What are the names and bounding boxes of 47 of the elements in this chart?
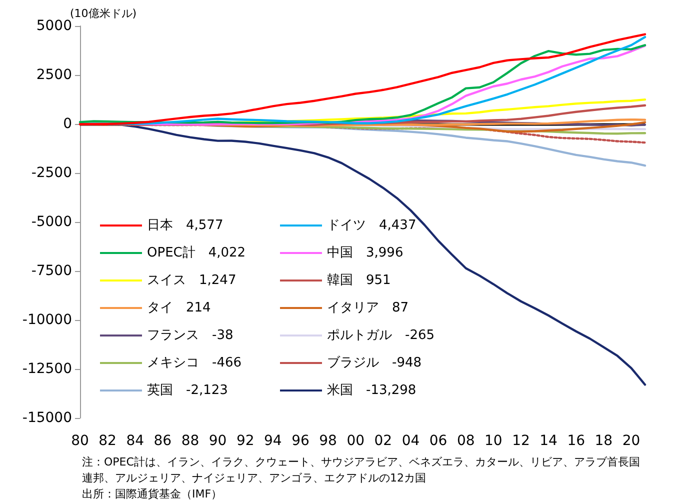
legend-label: ブラジル -948 <box>327 356 422 370</box>
legend-label: スイス 1,247 <box>147 273 236 288</box>
x-tick-label: 98 <box>319 433 337 449</box>
y-tick-label: -2500 <box>31 165 72 181</box>
y-axis-title: (10億米ドル) <box>70 7 137 20</box>
legend-label: 英国 -2,123 <box>147 383 228 398</box>
y-tick-label: -7500 <box>31 263 72 279</box>
x-tick-label: 12 <box>512 433 530 449</box>
x-tick-label: 10 <box>484 433 502 449</box>
x-tick-label: 82 <box>98 433 116 449</box>
legend-label: ドイツ 4,437 <box>327 218 416 233</box>
legend-label: 中国 3,996 <box>327 246 404 260</box>
x-tick-label: 84 <box>126 433 144 449</box>
y-tick-label: -12500 <box>22 361 72 377</box>
legend-label: 韓国 951 <box>327 273 391 288</box>
x-tick-label: 14 <box>540 433 558 449</box>
x-tick-label: 18 <box>594 433 613 449</box>
x-tick-label: 20 <box>622 433 640 449</box>
y-tick-label: -15000 <box>22 410 72 426</box>
x-tick-label: 96 <box>292 433 310 449</box>
text: 出所：国際通貨基金（IMF） <box>82 488 222 500</box>
legend-label: ポルトガル -265 <box>327 328 435 343</box>
legend-label: 日本 4,577 <box>147 218 224 233</box>
x-tick-label: 80 <box>71 433 89 449</box>
legend-label: タイ 214 <box>147 300 211 316</box>
x-tick-label: 08 <box>456 433 475 449</box>
legend-label: OPEC計 4,022 <box>147 246 246 260</box>
text: 注：OPEC計は、イラン、イラク、クウェート、サウジアラビア、ベネズエラ、カタール、リビア、アラブ首長国連邦、アルジェリア、ナイジェリア、アンゴラ、エクアドルの12カ国 <box>82 456 640 484</box>
x-tick-label: 02 <box>374 433 392 449</box>
x-tick-label: 06 <box>429 433 448 449</box>
x-tick-label: 86 <box>154 433 172 449</box>
legend-label: フランス -38 <box>147 328 234 343</box>
y-tick-label: 2500 <box>36 67 72 83</box>
y-tick-label: -10000 <box>22 312 72 328</box>
y-tick-label: -5000 <box>31 214 72 230</box>
x-tick-label: 90 <box>208 433 227 449</box>
x-tick-label: 00 <box>346 433 365 449</box>
x-tick-label: 92 <box>236 433 254 449</box>
legend-label: 米国 -13,298 <box>327 383 416 398</box>
legend-label: イタリア 87 <box>327 300 409 316</box>
x-tick-label: 04 <box>402 433 420 449</box>
y-tick-label: 5000 <box>36 18 72 34</box>
legend-label: メキシコ -466 <box>147 356 242 370</box>
x-tick-label: 16 <box>567 433 586 449</box>
y-tick-label: 0 <box>63 116 72 132</box>
x-tick-label: 88 <box>181 433 200 449</box>
x-tick-label: 94 <box>264 433 282 449</box>
